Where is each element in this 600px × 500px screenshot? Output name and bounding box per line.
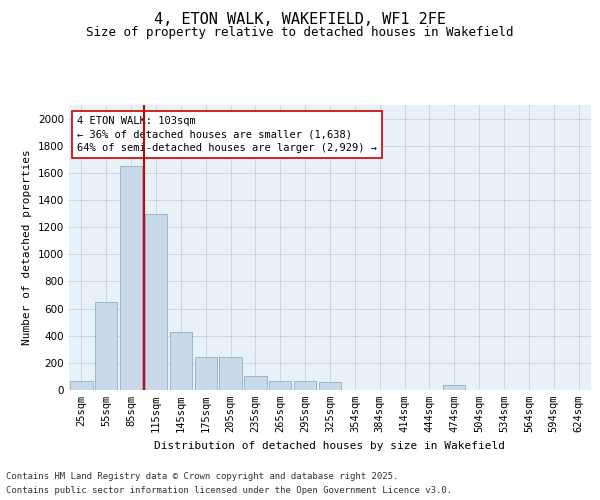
Text: Contains HM Land Registry data © Crown copyright and database right 2025.: Contains HM Land Registry data © Crown c… — [6, 472, 398, 481]
Text: 4 ETON WALK: 103sqm
← 36% of detached houses are smaller (1,638)
64% of semi-det: 4 ETON WALK: 103sqm ← 36% of detached ho… — [77, 116, 377, 153]
Bar — [244, 376, 266, 390]
Bar — [120, 166, 142, 390]
Bar — [443, 385, 466, 390]
Bar — [170, 332, 192, 390]
Text: Size of property relative to detached houses in Wakefield: Size of property relative to detached ho… — [86, 26, 514, 39]
Bar — [70, 380, 92, 390]
Bar — [294, 381, 316, 390]
Bar — [269, 381, 292, 390]
Text: Contains public sector information licensed under the Open Government Licence v3: Contains public sector information licen… — [6, 486, 452, 495]
Bar — [319, 382, 341, 390]
Bar — [95, 302, 118, 390]
X-axis label: Distribution of detached houses by size in Wakefield: Distribution of detached houses by size … — [155, 440, 505, 450]
Bar — [145, 214, 167, 390]
Bar — [220, 358, 242, 390]
Y-axis label: Number of detached properties: Number of detached properties — [22, 150, 32, 346]
Text: 4, ETON WALK, WAKEFIELD, WF1 2FE: 4, ETON WALK, WAKEFIELD, WF1 2FE — [154, 12, 446, 28]
Bar — [194, 358, 217, 390]
